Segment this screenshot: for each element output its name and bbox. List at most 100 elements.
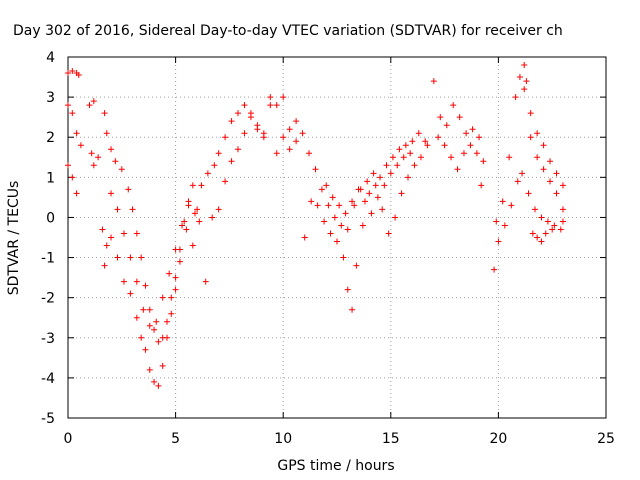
- data-point: [457, 114, 463, 120]
- data-point: [502, 222, 508, 228]
- data-point: [493, 218, 499, 224]
- data-point: [254, 126, 260, 132]
- data-point: [463, 130, 469, 136]
- data-point: [418, 154, 424, 160]
- data-point: [142, 283, 148, 289]
- y-tick-label: 0: [46, 210, 55, 226]
- data-point: [373, 182, 379, 188]
- data-point: [173, 275, 179, 281]
- data-point: [261, 134, 267, 140]
- data-point: [138, 255, 144, 261]
- data-point: [190, 182, 196, 188]
- data-point: [517, 74, 523, 80]
- data-point: [526, 190, 532, 196]
- data-point: [405, 174, 411, 180]
- y-tick-label: -4: [41, 371, 55, 387]
- data-point: [102, 263, 108, 269]
- data-point: [480, 158, 486, 164]
- data-point: [280, 134, 286, 140]
- data-point: [538, 239, 544, 245]
- data-point: [506, 154, 512, 160]
- data-point: [168, 295, 174, 301]
- y-tick-label: 1: [46, 170, 55, 186]
- data-point: [166, 271, 172, 277]
- data-point: [78, 142, 84, 148]
- data-point: [104, 130, 110, 136]
- data-point: [147, 307, 153, 313]
- data-point: [345, 226, 351, 232]
- data-point: [528, 110, 534, 116]
- data-point: [336, 202, 342, 208]
- data-point: [448, 154, 454, 160]
- data-point: [345, 287, 351, 293]
- data-point: [538, 214, 544, 220]
- data-point: [383, 162, 389, 168]
- data-point: [209, 214, 215, 220]
- data-point: [560, 206, 566, 212]
- data-point: [513, 94, 519, 100]
- data-point: [186, 202, 192, 208]
- data-point: [409, 138, 415, 144]
- data-point: [140, 307, 146, 313]
- data-point: [338, 222, 344, 228]
- data-point: [293, 118, 299, 124]
- data-point: [216, 206, 222, 212]
- data-point: [560, 218, 566, 224]
- data-point: [300, 130, 306, 136]
- data-point: [399, 190, 405, 196]
- data-point: [69, 174, 75, 180]
- data-point: [114, 255, 120, 261]
- data-point: [534, 130, 540, 136]
- data-point: [560, 182, 566, 188]
- data-point: [293, 138, 299, 144]
- data-point: [396, 146, 402, 152]
- data-point: [401, 154, 407, 160]
- data-point: [500, 198, 506, 204]
- data-point: [368, 210, 374, 216]
- data-point: [229, 158, 235, 164]
- axis-ticks: 0 5 10 15 20 25 -5 -4 -3 -2 -1 0 1 2 3 4: [41, 50, 615, 447]
- data-point: [153, 319, 159, 325]
- data-point: [308, 198, 314, 204]
- data-point: [65, 162, 71, 168]
- data-point: [554, 190, 560, 196]
- data-point: [437, 114, 443, 120]
- data-point: [508, 202, 514, 208]
- data-point: [330, 194, 336, 200]
- data-point: [530, 230, 536, 236]
- data-point: [205, 170, 211, 176]
- data-point: [91, 98, 97, 104]
- data-point: [267, 94, 273, 100]
- data-point: [203, 279, 209, 285]
- data-point: [168, 311, 174, 317]
- data-point: [474, 150, 480, 156]
- data-point: [274, 150, 280, 156]
- y-tick-label: -2: [41, 291, 55, 307]
- plot-frame: [68, 57, 606, 418]
- y-tick-label: -1: [41, 251, 55, 267]
- data-point: [151, 379, 157, 385]
- data-point: [381, 182, 387, 188]
- data-point: [519, 170, 525, 176]
- data-point: [325, 202, 331, 208]
- data-point: [196, 218, 202, 224]
- data-point: [411, 162, 417, 168]
- y-tick-label: -3: [41, 331, 55, 347]
- data-point: [160, 363, 166, 369]
- data-point: [274, 102, 280, 108]
- series-2: [65, 68, 566, 389]
- data-point: [521, 62, 527, 68]
- data-point: [155, 383, 161, 389]
- data-point: [532, 206, 538, 212]
- data-point: [248, 114, 254, 120]
- data-point: [407, 150, 413, 156]
- data-point: [235, 146, 241, 152]
- data-point: [362, 198, 368, 204]
- x-tick-label: 15: [382, 431, 400, 447]
- data-point: [229, 118, 235, 124]
- data-point: [515, 178, 521, 184]
- data-point: [435, 134, 441, 140]
- data-point: [108, 146, 114, 152]
- data-point: [121, 230, 127, 236]
